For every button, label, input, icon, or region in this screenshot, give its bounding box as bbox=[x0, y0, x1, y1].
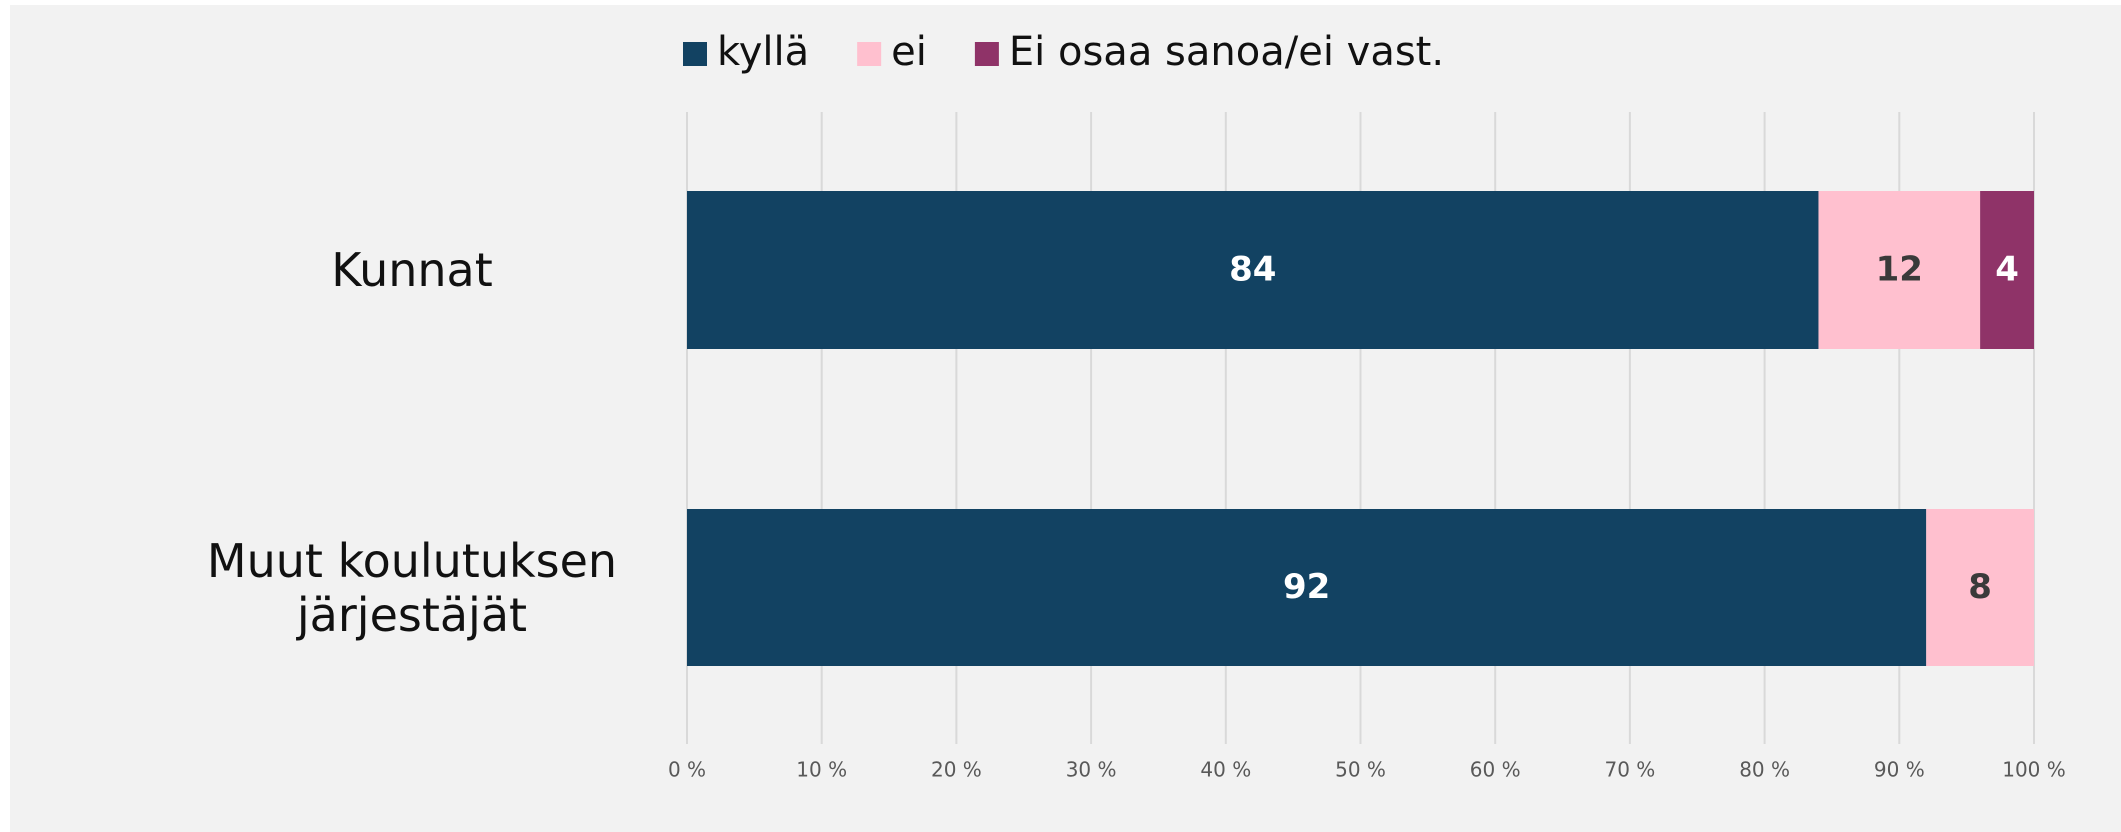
x-tick-label: 100 % bbox=[2002, 758, 2066, 782]
x-tick-label: 70 % bbox=[1604, 758, 1655, 782]
background bbox=[10, 5, 2121, 832]
x-tick-label: 40 % bbox=[1200, 758, 1251, 782]
data-label: 84 bbox=[1229, 250, 1276, 290]
x-tick-label: 0 % bbox=[668, 758, 706, 782]
y-tick-label: Muut koulutuksen järjestäjät bbox=[206, 533, 618, 642]
bar-segment bbox=[687, 191, 1819, 349]
legend-label: kyllä bbox=[717, 29, 809, 75]
data-label: 4 bbox=[1995, 250, 2019, 290]
bar-segment bbox=[1818, 191, 1981, 349]
x-tick-label: 80 % bbox=[1739, 758, 1790, 782]
data-label: 92 bbox=[1283, 567, 1330, 607]
x-tick-label: 90 % bbox=[1874, 758, 1925, 782]
legend-swatch bbox=[974, 42, 999, 66]
x-tick-label: 30 % bbox=[1066, 758, 1117, 782]
legend-swatch bbox=[857, 42, 882, 66]
data-label: 8 bbox=[1968, 567, 1992, 607]
legend-label: ei bbox=[891, 29, 927, 75]
y-tick-label: Kunnat bbox=[331, 243, 493, 297]
data-label: 12 bbox=[1876, 250, 1923, 290]
legend-label: Ei osaa sanoa/ei vast. bbox=[1009, 29, 1444, 75]
x-tick-label: 50 % bbox=[1335, 758, 1386, 782]
x-tick-label: 60 % bbox=[1470, 758, 1521, 782]
bar-segment bbox=[1926, 509, 2034, 666]
x-tick-label: 10 % bbox=[796, 758, 847, 782]
x-tick-label: 20 % bbox=[931, 758, 982, 782]
bar-segment bbox=[687, 509, 1927, 666]
legend-swatch bbox=[683, 42, 707, 66]
bar-segment bbox=[1980, 191, 2034, 349]
